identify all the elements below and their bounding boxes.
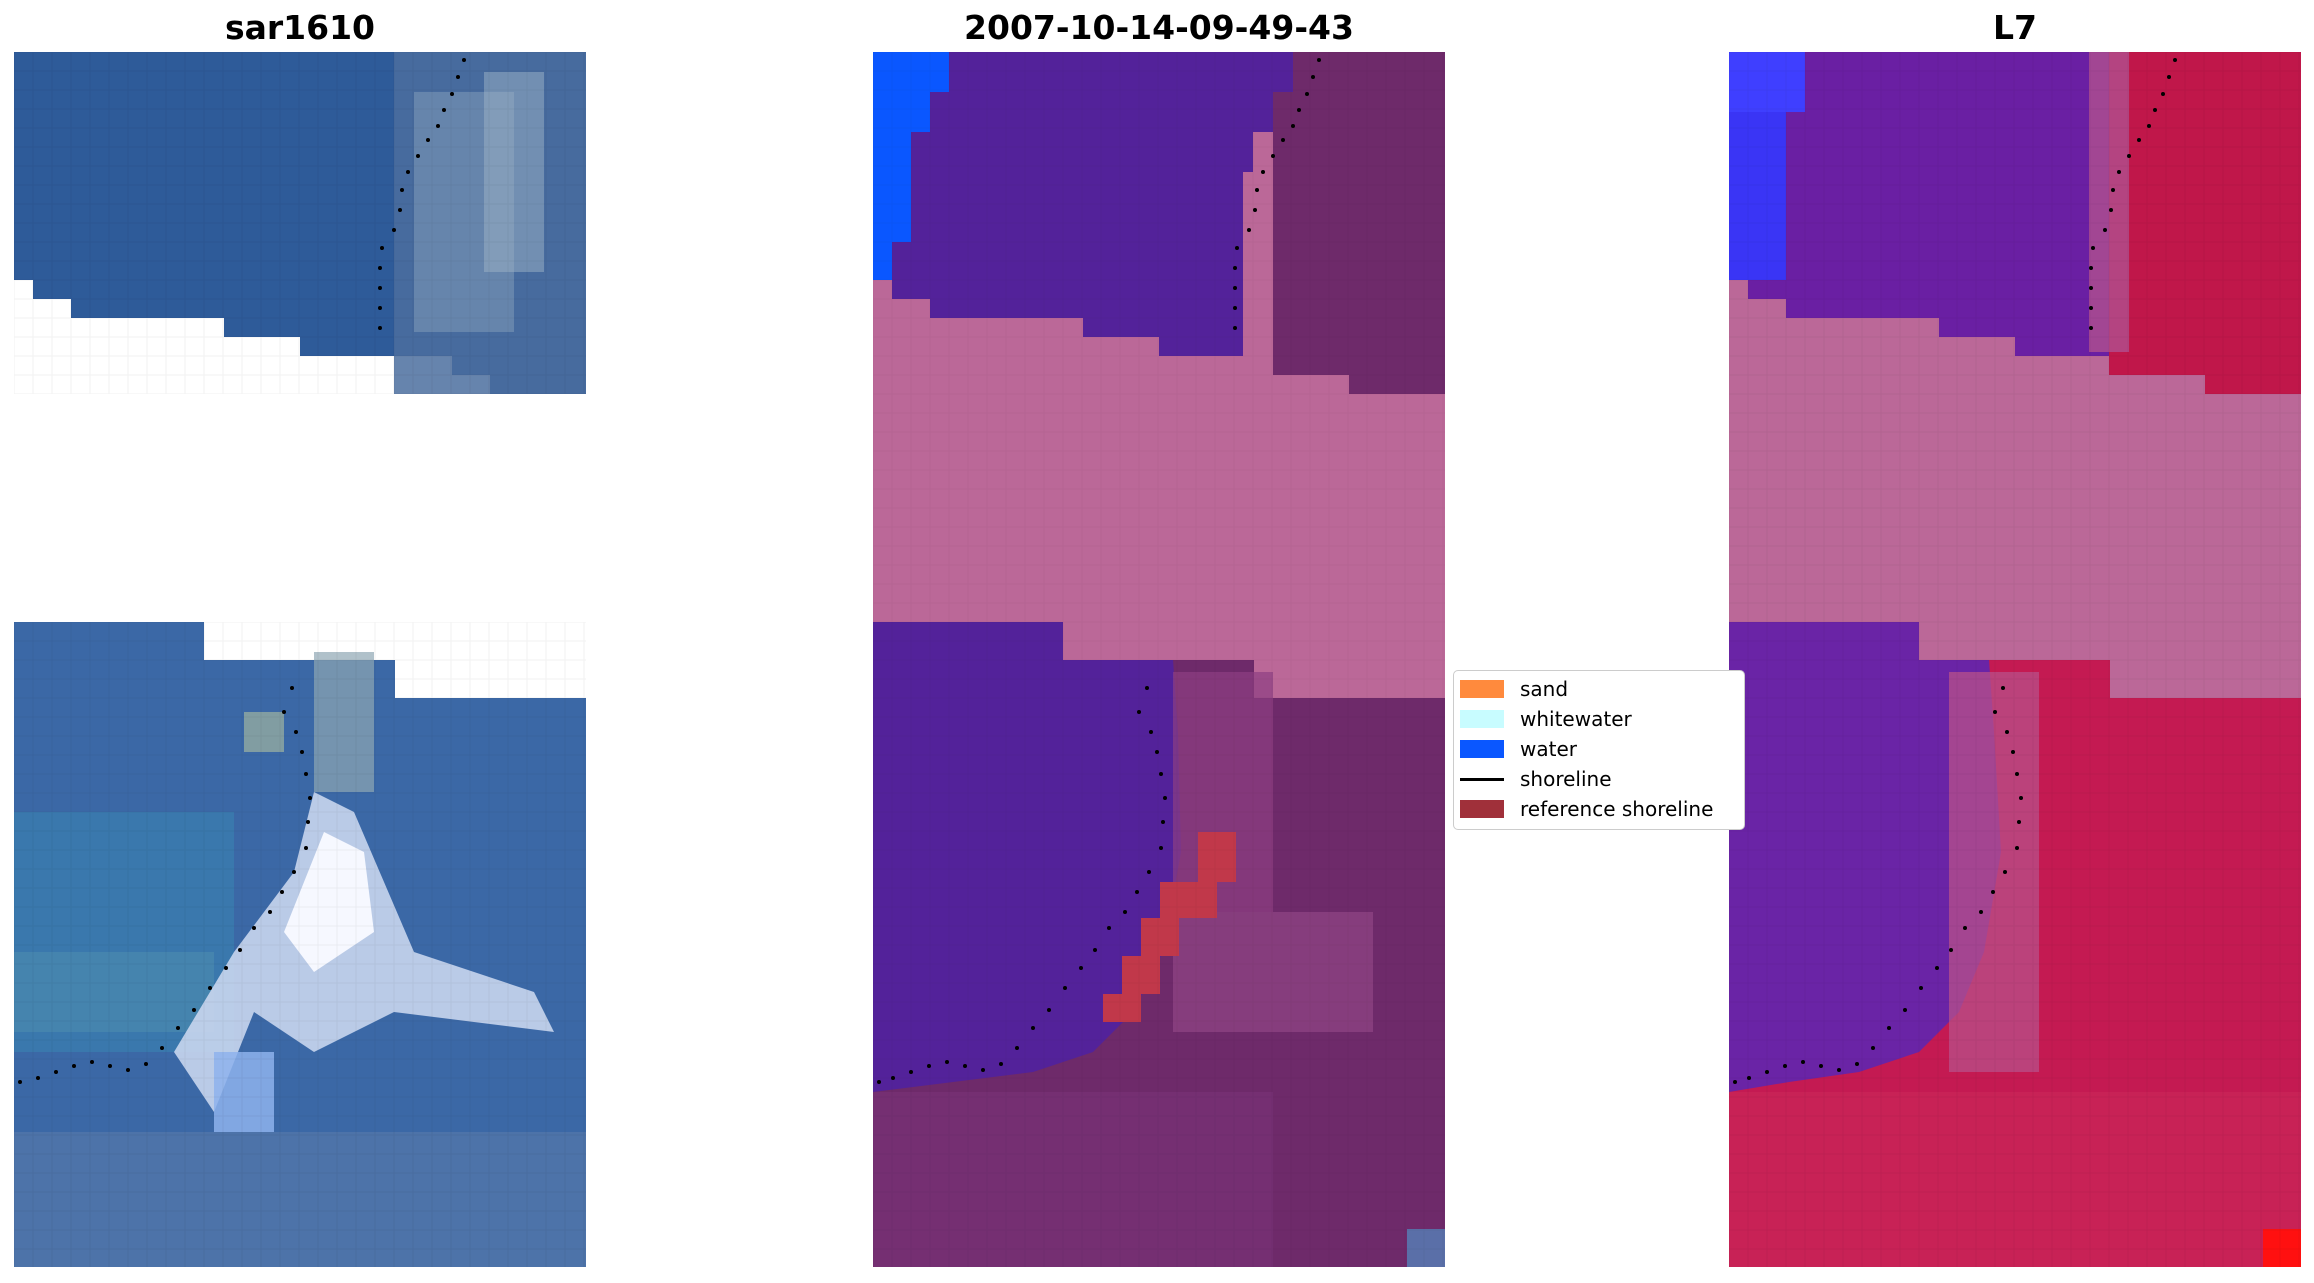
panel-title-classified: 2007-10-14-09-49-43 [964,8,1354,47]
shoreline-rgb [18,58,466,1084]
legend-item-water: water [1460,735,1577,763]
reference-shoreline-swatch [1460,800,1504,818]
l7-index-panel [1729,52,2301,1267]
legend: sand whitewater water shoreline referenc… [1453,670,1745,830]
rgb-image-bottom [14,622,586,1267]
legend-label: reference shoreline [1520,797,1714,821]
legend-item-sand: sand [1460,675,1568,703]
whitewater-swatch [1460,710,1504,728]
classified-image-panel [873,52,1445,1267]
sand-swatch [1460,680,1504,698]
legend-label: whitewater [1520,707,1632,731]
shoreline-l7 [1733,58,2177,1084]
legend-label: shoreline [1520,767,1612,791]
legend-item-whitewater: whitewater [1460,705,1632,733]
water-swatch [1460,740,1504,758]
legend-item-reference-shoreline: reference shoreline [1460,795,1713,823]
legend-label: sand [1520,677,1569,701]
shoreline-line-icon [1460,777,1504,781]
shoreline-classified [877,58,1321,1084]
panel-title-rgb: sar1610 [224,8,376,47]
rgb-image-panel [14,52,586,1267]
panel-title-mndwi: L7 [1993,8,2037,47]
legend-item-shoreline: shoreline [1460,765,1612,793]
legend-label: water [1520,737,1577,761]
rgb-image-top [14,52,586,394]
